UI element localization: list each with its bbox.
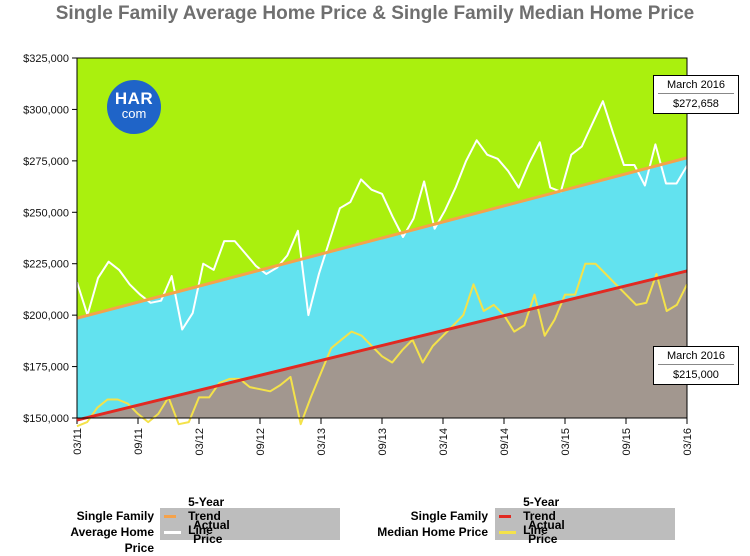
x-tick-label: 09/12 [255, 428, 267, 456]
legend-average-trend-label: 5-Year Trend Line [188, 495, 225, 537]
callout-average-label: March 2016 [658, 76, 734, 94]
legend-median-group-label: Single Family Median Home Price [366, 508, 488, 540]
legend-median-trend-label: 5-Year Trend Line [523, 495, 560, 537]
y-axis: $150,000 $175,000 $200,000 $225,000 $250,000… [23, 53, 77, 425]
legend-median-actual-swatch [499, 530, 517, 534]
callout-median-label: March 2016 [658, 347, 734, 365]
legend-average-group-line1: Single Family [76, 509, 154, 523]
y-tick-label: $275,000 [23, 156, 69, 168]
har-logo: HAR com [107, 80, 161, 134]
series-line-3 [76, 269, 688, 422]
callout-median-value: $215,000 [673, 369, 719, 381]
callout-median: March 2016 $215,000 [653, 346, 739, 385]
logo-line2: com [121, 106, 147, 121]
x-tick-label: 03/15 [560, 428, 572, 456]
fill-between-trends [77, 157, 687, 421]
legend-median-group-line2: Median Home Price [377, 525, 488, 539]
series-lines [76, 100, 688, 428]
plot-frame [76, 57, 688, 419]
legend-average-group-line2: Average Home Price [70, 525, 154, 555]
y-tick-label: $175,000 [23, 362, 69, 374]
x-tick-label: 03/14 [438, 428, 450, 456]
legend-average-actual: Actual Price [164, 518, 239, 546]
y-tick-label: $200,000 [23, 310, 69, 322]
y-tick-label: $325,000 [23, 53, 69, 65]
callout-average: March 2016 $272,658 [653, 75, 739, 114]
x-tick-label: 09/15 [621, 428, 633, 456]
callout-average-value: $272,658 [673, 98, 719, 110]
x-tick-label: 03/16 [682, 428, 694, 456]
legend-median-group-line1: Single Family [410, 509, 488, 523]
legend-average-trend-swatch [164, 514, 177, 518]
x-tick-label: 03/13 [316, 428, 328, 456]
legend-median-box [495, 508, 675, 540]
legend-average-box [160, 508, 340, 540]
legend-median-trend-swatch [499, 514, 512, 518]
legend-average-group-label: Single Family Average Home Price [40, 508, 154, 556]
x-tick-label: 09/14 [499, 428, 511, 456]
legend-average-trend: 5-Year Trend Line [164, 495, 235, 537]
series-line-0 [76, 100, 688, 331]
y-tick-label: $250,000 [23, 207, 69, 219]
chart-title: Single Family Average Home Price & Singl… [55, 3, 695, 24]
x-tick-label: 03/12 [194, 428, 206, 456]
y-tick-label: $150,000 [23, 413, 69, 425]
legend-average-actual-label: Actual Price [193, 518, 230, 546]
chart-svg: $150,000 $175,000 $200,000 $225,000 $250,000… [23, 53, 694, 456]
x-tick-label: 03/11 [72, 428, 84, 455]
series-line-1 [76, 156, 688, 320]
legend-median-trend: 5-Year Trend Line [499, 495, 570, 537]
fill-above-average-trend [77, 58, 687, 319]
series-line-2 [76, 262, 688, 428]
x-tick-label: 09/11 [133, 428, 145, 455]
x-axis: 03/11 09/11 03/12 09/12 03/13 09/13 03/14 09/14… [72, 418, 694, 456]
logo-line1: HAR [114, 89, 154, 108]
y-tick-label: $225,000 [23, 259, 69, 271]
y-tick-label: $300,000 [23, 104, 69, 116]
legend-average-actual-swatch [164, 530, 182, 534]
x-tick-label: 09/13 [377, 428, 389, 456]
legend-median-actual-label: Actual Price [528, 518, 565, 546]
legend-median-actual: Actual Price [499, 518, 574, 546]
